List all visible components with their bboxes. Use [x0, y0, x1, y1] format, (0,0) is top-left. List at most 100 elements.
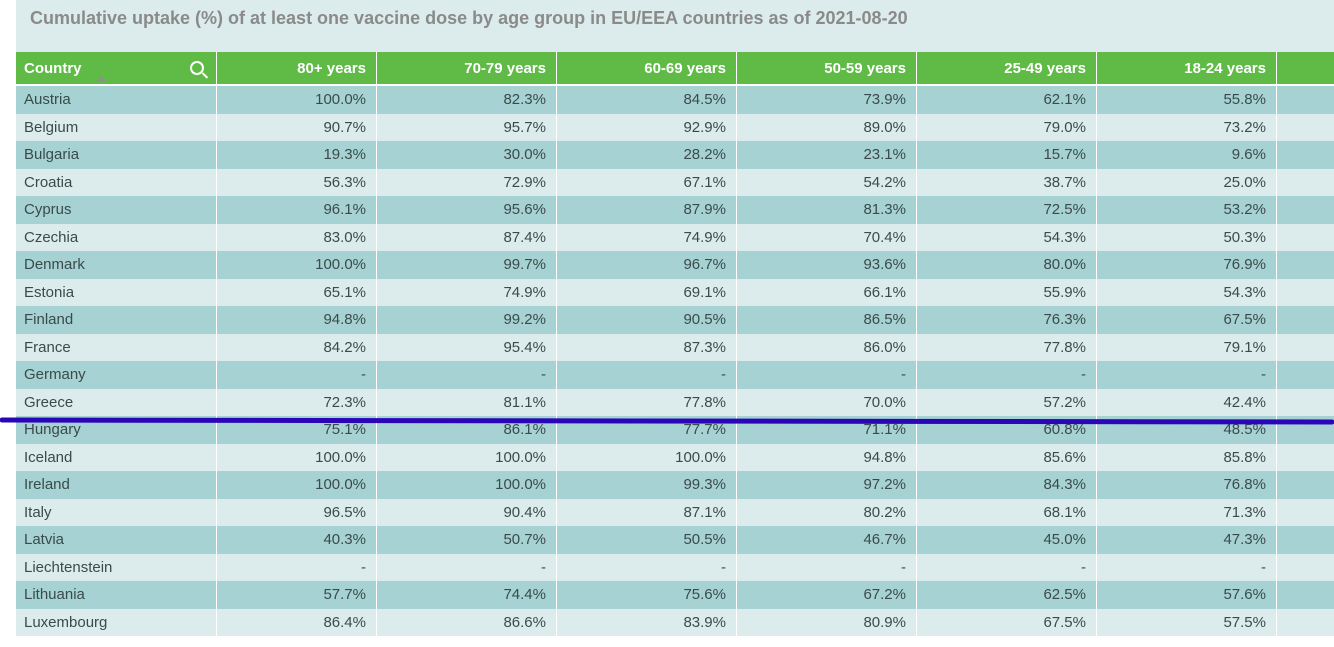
table-header: Country 80+ years 70-79 years 60-69 year… [16, 52, 1334, 86]
value-cell: 57.7% [217, 581, 377, 609]
value-cell: 80.9% [737, 608, 917, 636]
value-cell: 99.3% [557, 471, 737, 499]
value-cell: 95.6% [377, 196, 557, 224]
value-cell: 83.9% [557, 608, 737, 636]
value-cell: 57.2% [917, 388, 1097, 416]
value-cell: 99.7% [377, 251, 557, 279]
column-header-50-59[interactable]: 50-59 years [737, 52, 917, 84]
column-header-label: 60-69 years [644, 59, 726, 77]
value-cell: - [557, 361, 737, 389]
value-cell: 97.2% [737, 471, 917, 499]
value-cell: - [737, 361, 917, 389]
country-cell: Denmark [16, 251, 217, 279]
table-row: Ireland 100.0% 100.0% 99.3% 97.2% 84.3% 76.8% [16, 471, 1334, 499]
table-body: Austria 100.0% 82.3% 84.5% 73.9% 62.1% 55.8% Be… [16, 86, 1334, 636]
value-cell: 54.2% [737, 168, 917, 196]
table-row: Finland 94.8% 99.2% 90.5% 86.5% 76.3% 67.5% [16, 306, 1334, 334]
table-row: Germany - - - - - - [16, 361, 1334, 389]
value-cell: 92.9% [557, 113, 737, 141]
value-cell: 85.8% [1097, 443, 1277, 471]
value-cell: 100.0% [217, 86, 377, 114]
value-cell: 67.2% [737, 581, 917, 609]
value-cell: 74.9% [377, 278, 557, 306]
value-cell: 95.4% [377, 333, 557, 361]
row-spacer [1277, 581, 1334, 609]
value-cell: 90.5% [557, 306, 737, 334]
row-spacer [1277, 416, 1334, 444]
value-cell: 56.3% [217, 168, 377, 196]
value-cell: 100.0% [217, 471, 377, 499]
row-spacer [1277, 141, 1334, 169]
value-cell: 94.8% [737, 443, 917, 471]
value-cell: 87.4% [377, 223, 557, 251]
value-cell: 90.4% [377, 498, 557, 526]
value-cell: 38.7% [917, 168, 1097, 196]
country-cell: Ireland [16, 471, 217, 499]
value-cell: 72.5% [917, 196, 1097, 224]
value-cell: 50.5% [557, 526, 737, 554]
value-cell: 47.3% [1097, 526, 1277, 554]
value-cell: 100.0% [377, 471, 557, 499]
row-spacer [1277, 471, 1334, 499]
value-cell: - [557, 553, 737, 581]
country-cell: Italy [16, 498, 217, 526]
value-cell: 66.1% [737, 278, 917, 306]
row-spacer [1277, 334, 1334, 362]
value-cell: 54.3% [1097, 278, 1277, 306]
table-row: Croatia 56.3% 72.9% 67.1% 54.2% 38.7% 25.0% [16, 168, 1334, 197]
value-cell: 86.4% [217, 608, 377, 636]
row-spacer [1277, 444, 1334, 472]
value-cell: 67.1% [557, 168, 737, 196]
row-spacer [1277, 499, 1334, 527]
country-cell: Hungary [16, 416, 217, 444]
value-cell: 55.9% [917, 278, 1097, 306]
value-cell: 65.1% [217, 278, 377, 306]
country-cell: Belgium [16, 113, 217, 141]
value-cell: 86.5% [737, 306, 917, 334]
search-icon[interactable] [190, 61, 204, 75]
value-cell: - [217, 361, 377, 389]
value-cell: 86.6% [377, 608, 557, 636]
table-row: Belgium 90.7% 95.7% 92.9% 89.0% 79.0% 73.2% [16, 113, 1334, 141]
column-header-25-49[interactable]: 25-49 years [917, 52, 1097, 84]
table-row: Cyprus 96.1% 95.6% 87.9% 81.3% 72.5% 53.2% [16, 196, 1334, 224]
country-cell: Czechia [16, 223, 217, 251]
country-cell: Liechtenstein [16, 553, 217, 581]
table-row: Denmark 100.0% 99.7% 96.7% 93.6% 80.0% 76.9% [16, 251, 1334, 279]
value-cell: 46.7% [737, 526, 917, 554]
table-row: Iceland 100.0% 100.0% 100.0% 94.8% 85.6% 85.8% [16, 443, 1334, 472]
column-header-80plus[interactable]: 80+ years [217, 52, 377, 84]
data-table: Country 80+ years 70-79 years 60-69 year… [16, 52, 1334, 636]
column-header-label: 25-49 years [1004, 59, 1086, 77]
value-cell: 28.2% [557, 141, 737, 169]
column-header-18-24[interactable]: 18-24 years [1097, 52, 1277, 84]
value-cell: 23.1% [737, 141, 917, 169]
column-header-country[interactable]: Country [16, 52, 217, 84]
table-row: Luxembourg 86.4% 86.6% 83.9% 80.9% 67.5% 57.5% [16, 608, 1334, 637]
value-cell: 9.6% [1097, 141, 1277, 169]
value-cell: 74.4% [377, 581, 557, 609]
row-spacer [1277, 609, 1334, 637]
column-header-60-69[interactable]: 60-69 years [557, 52, 737, 84]
row-spacer [1277, 526, 1334, 554]
value-cell: 79.0% [917, 113, 1097, 141]
value-cell: 77.8% [917, 333, 1097, 361]
value-cell: 25.0% [1097, 168, 1277, 196]
table-row: Austria 100.0% 82.3% 84.5% 73.9% 62.1% 55.8% [16, 86, 1334, 114]
value-cell: - [1097, 361, 1277, 389]
table-row: Liechtenstein - - - - - - [16, 553, 1334, 581]
value-cell: 76.8% [1097, 471, 1277, 499]
sort-ascending-icon[interactable] [96, 76, 106, 82]
value-cell: 72.3% [217, 388, 377, 416]
value-cell: 68.1% [917, 498, 1097, 526]
value-cell: 100.0% [377, 443, 557, 471]
column-header-70-79[interactable]: 70-79 years [377, 52, 557, 84]
column-header-label: 18-24 years [1184, 59, 1266, 77]
value-cell: 90.7% [217, 113, 377, 141]
value-cell: - [737, 553, 917, 581]
value-cell: 55.8% [1097, 86, 1277, 114]
value-cell: 15.7% [917, 141, 1097, 169]
row-spacer [1277, 169, 1334, 197]
table-row: France 84.2% 95.4% 87.3% 86.0% 77.8% 79.1% [16, 333, 1334, 362]
value-cell: 50.7% [377, 526, 557, 554]
